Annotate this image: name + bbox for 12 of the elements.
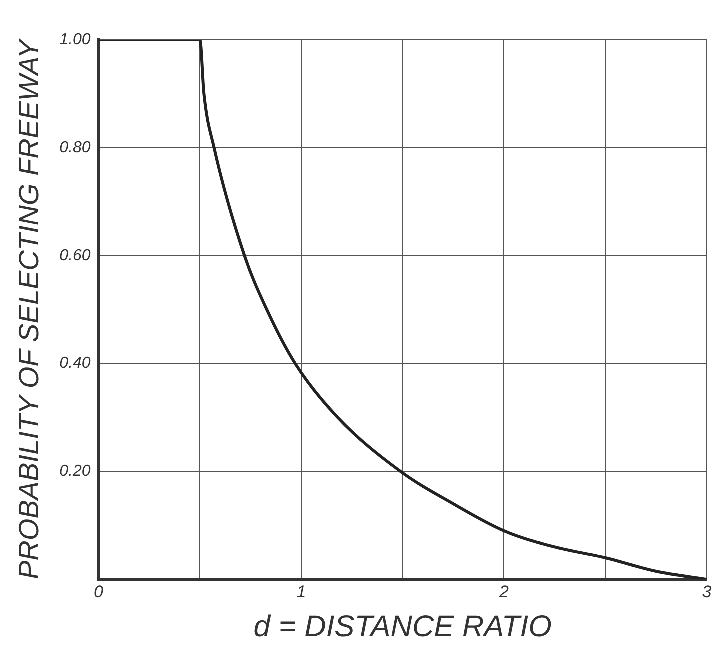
x-tick-label: 2 [498,582,510,602]
x-tick-label: 3 [702,582,712,602]
x-tick-label: 0 [94,582,104,602]
x-tick-label: 1 [296,582,306,602]
x-axis-title: d = DISTANCE RATIO [254,610,552,644]
y-axis-title: PROBABILITY OF SELECTING FREEWAY [14,38,45,580]
line-series [98,40,707,580]
y-tick-label: 0.20 [60,463,91,480]
y-tick-label: 0.60 [60,247,91,264]
y-tick-label: 0.40 [60,355,91,372]
y-tick-label: 1.00 [60,31,91,48]
y-tick-label: 0.80 [60,139,91,156]
